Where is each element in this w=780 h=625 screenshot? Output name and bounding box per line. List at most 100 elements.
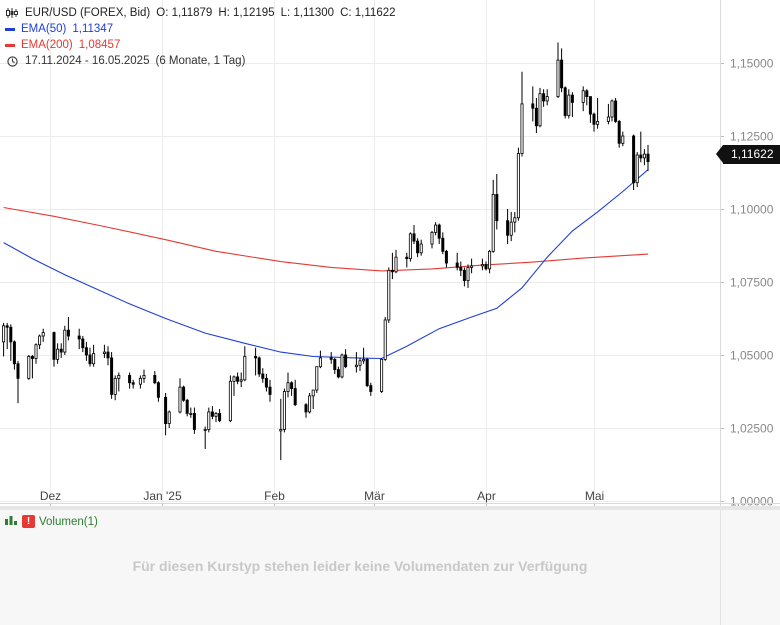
candle	[534, 98, 538, 134]
ema200-legend[interactable]: EMA(200) 1,08457	[5, 37, 402, 53]
candle-body	[12, 341, 16, 365]
candle-body	[153, 375, 157, 384]
open-value: O: 1,11879	[156, 7, 213, 19]
candle-body	[254, 356, 258, 359]
candle	[405, 252, 409, 268]
y-tick-label: 1,10000	[730, 203, 774, 217]
candle-body	[56, 348, 60, 360]
candle	[441, 232, 445, 255]
candle-body	[138, 377, 142, 385]
candle	[610, 99, 614, 122]
bar-chart-icon	[5, 515, 17, 528]
candle-body	[228, 380, 232, 422]
candle-body	[279, 429, 283, 432]
y-tick-label: 1,07500	[730, 276, 774, 290]
clock-icon	[5, 55, 19, 67]
volume-header[interactable]: ! Volumen(1)	[5, 515, 98, 528]
candle	[545, 89, 549, 106]
candle	[642, 149, 646, 166]
candle	[153, 371, 157, 385]
candle	[102, 344, 106, 358]
candle-body	[189, 412, 193, 415]
candle-body	[329, 357, 333, 360]
candle	[567, 89, 571, 119]
candle-body	[362, 358, 366, 362]
candle	[66, 317, 70, 341]
candle	[9, 324, 13, 361]
candle	[52, 331, 56, 367]
candle-body	[41, 332, 45, 337]
candle-body	[261, 373, 265, 379]
candle	[506, 209, 510, 245]
pane-separator	[0, 506, 780, 510]
candle	[444, 249, 448, 268]
candle-body	[394, 256, 398, 273]
candle-body	[182, 386, 186, 401]
candle	[383, 317, 387, 361]
candle	[41, 328, 45, 342]
candle	[617, 119, 621, 148]
candle-body	[642, 153, 646, 159]
candle-body	[412, 233, 416, 242]
candle-body	[128, 375, 132, 384]
candle-body	[110, 357, 114, 395]
candle	[232, 375, 236, 396]
price-chart[interactable]: 1,15000 1,12500 1,10000 1,07500 1,05000 1,025…	[0, 0, 780, 510]
ema200-series	[3, 206, 649, 272]
candle	[484, 261, 488, 271]
candle-body	[491, 193, 495, 252]
candle	[592, 112, 596, 132]
candle	[581, 86, 585, 112]
candle	[340, 353, 344, 379]
candle	[538, 87, 542, 128]
ema50-series	[3, 169, 649, 360]
candle-body	[333, 358, 337, 371]
candle-body	[462, 269, 466, 281]
candle	[243, 346, 247, 382]
x-tick-label: Dez	[40, 489, 61, 503]
last-price-tag: 1,11622	[716, 145, 780, 164]
candle-body	[513, 217, 517, 223]
candle-body	[531, 103, 535, 109]
candle	[387, 267, 391, 323]
candle-body	[164, 396, 168, 425]
candle	[563, 86, 567, 119]
candle	[293, 379, 297, 407]
candle-body	[596, 121, 600, 125]
candle-body	[639, 154, 643, 159]
candle	[556, 42, 560, 99]
candle	[189, 407, 193, 418]
candle-body	[588, 96, 592, 115]
period-row[interactable]: 17.11.2024 - 16.05.2025 (6 Monate, 1 Tag…	[5, 53, 402, 69]
ema50-legend[interactable]: EMA(50) 1,11347	[5, 21, 402, 37]
candle	[412, 225, 416, 245]
candle-body	[570, 94, 574, 103]
candle-body	[534, 107, 538, 127]
candle	[128, 372, 132, 389]
candle-body	[405, 256, 409, 260]
candle-body	[408, 233, 412, 260]
candle-body	[383, 319, 387, 360]
candle	[462, 267, 466, 287]
candle-body	[358, 360, 362, 366]
candle-body	[207, 411, 211, 430]
candle	[430, 230, 434, 249]
candle-body	[434, 224, 438, 233]
candle	[588, 96, 592, 123]
candle-body	[84, 347, 88, 356]
candle	[228, 375, 232, 423]
candle-body	[419, 243, 423, 254]
candle-body	[311, 389, 315, 397]
candle-body	[77, 335, 81, 340]
candle-body	[5, 325, 9, 328]
candle	[614, 98, 618, 123]
candle-body	[92, 353, 96, 365]
candle	[632, 134, 636, 191]
ema200-swatch	[5, 43, 15, 47]
candle-body	[610, 100, 614, 118]
chart-axes: 1,15000 1,12500 1,10000 1,07500 1,05000 1,025…	[0, 0, 780, 510]
candle-body	[156, 382, 160, 398]
candle-body	[495, 193, 499, 222]
candle-body	[178, 386, 182, 413]
candle-body	[340, 354, 344, 378]
